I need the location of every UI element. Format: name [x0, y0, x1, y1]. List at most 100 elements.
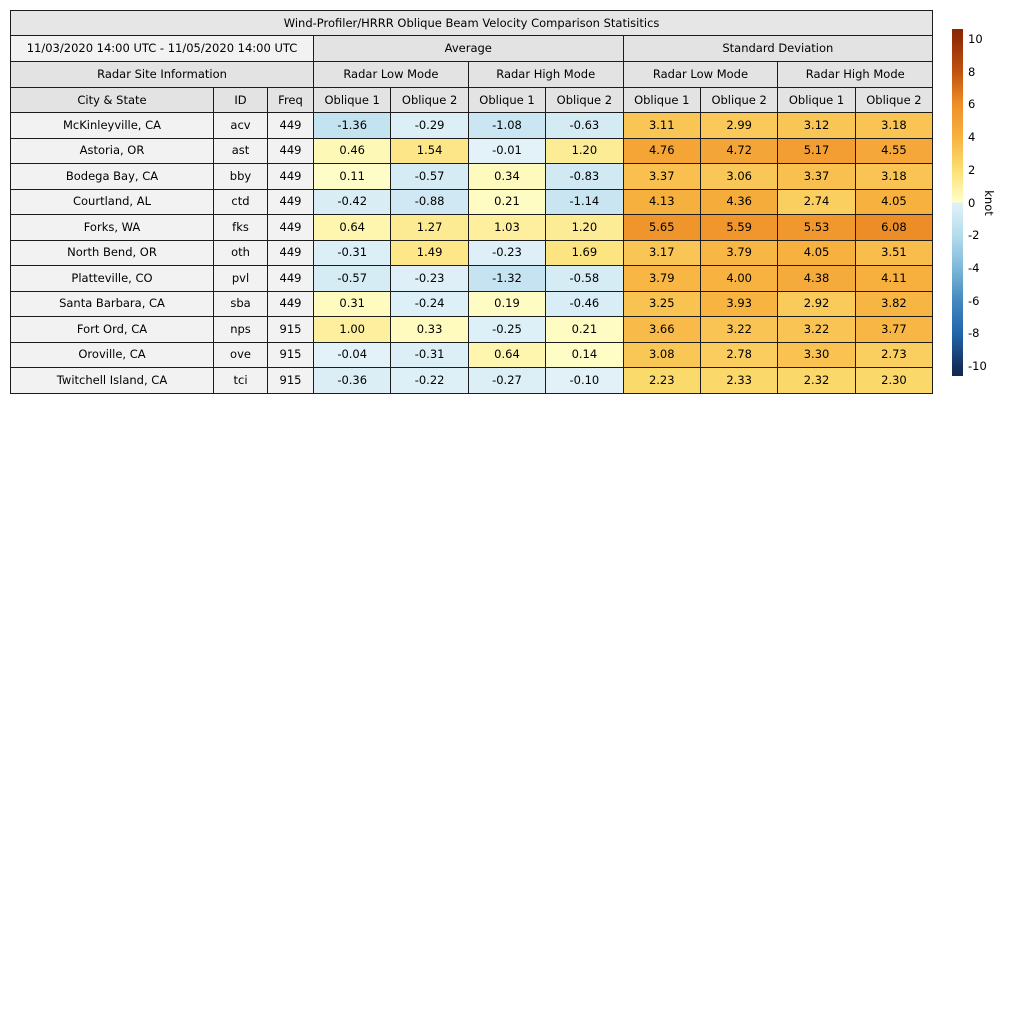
colorbar-unit-label: knot	[982, 189, 996, 216]
value-cell-std_low_oblique1: 3.08	[622, 341, 701, 368]
oblique1-column-header: Oblique 1	[622, 87, 701, 113]
value-cell-avg_low_oblique2: 0.33	[390, 316, 469, 343]
site-id-cell: pvl	[213, 265, 268, 292]
freq-cell: 449	[267, 112, 314, 139]
value-cell-std_high_oblique1: 4.38	[777, 265, 856, 292]
column-header-row: City & State ID Freq Oblique 1 Oblique 2…	[10, 87, 934, 113]
value-cell-std_low_oblique2: 4.72	[699, 137, 779, 164]
freq-cell: 449	[267, 188, 314, 215]
table-row: Astoria, OR ast 449 0.46 1.54 -0.01 1.20 4.76 4.…	[10, 137, 934, 164]
colorbar-tick-label: 0	[968, 195, 976, 210]
oblique2-column-header: Oblique 2	[854, 87, 934, 113]
value-cell-avg_low_oblique2: -0.57	[390, 163, 469, 190]
avg-high-mode-header: Radar High Mode	[467, 61, 624, 88]
value-cell-avg_low_oblique1: 0.46	[312, 137, 392, 164]
freq-cell: 449	[267, 163, 314, 190]
value-cell-avg_high_oblique2: -0.10	[545, 367, 624, 394]
value-cell-std_low_oblique1: 4.76	[622, 137, 701, 164]
value-cell-std_high_oblique1: 2.32	[777, 367, 856, 394]
value-cell-std_high_oblique2: 3.77	[854, 316, 934, 343]
value-cell-avg_high_oblique2: -0.63	[545, 112, 624, 139]
value-cell-avg_high_oblique1: 0.19	[467, 290, 547, 317]
city-cell: Fort Ord, CA	[10, 316, 214, 343]
oblique2-column-header: Oblique 2	[545, 87, 624, 113]
value-cell-avg_high_oblique2: -0.58	[545, 265, 624, 292]
colorbar-tick-label: 8	[968, 64, 976, 79]
value-cell-std_low_oblique1: 3.17	[622, 239, 701, 266]
value-cell-avg_low_oblique1: -0.04	[312, 341, 392, 368]
city-cell: Santa Barbara, CA	[10, 290, 214, 317]
value-cell-avg_low_oblique1: -0.36	[312, 367, 392, 394]
city-cell: McKinleyville, CA	[10, 112, 214, 139]
value-cell-std_high_oblique2: 3.18	[854, 112, 934, 139]
colorbar-ticks: 10 8 6 4 2 0 -2 -4 -6 -8 -10	[952, 29, 987, 376]
average-group-header: Average	[313, 35, 624, 62]
site-id-cell: fks	[213, 214, 268, 241]
value-cell-avg_high_oblique2: -1.14	[545, 188, 624, 215]
freq-cell: 449	[267, 137, 314, 164]
value-cell-avg_low_oblique2: 1.54	[390, 137, 469, 164]
value-cell-std_low_oblique1: 3.37	[622, 163, 701, 190]
value-cell-avg_high_oblique1: 1.03	[467, 214, 547, 241]
city-column-header: City & State	[10, 87, 214, 113]
value-cell-std_high_oblique1: 5.17	[777, 137, 856, 164]
freq-cell: 449	[267, 265, 314, 292]
value-cell-avg_high_oblique2: 0.14	[545, 341, 624, 368]
site-id-cell: oth	[213, 239, 268, 266]
value-cell-std_high_oblique1: 3.30	[777, 341, 856, 368]
stddev-group-header: Standard Deviation	[622, 35, 934, 62]
stats-table: Wind-Profiler/HRRR Oblique Beam Velocity…	[9, 10, 934, 394]
colorbar-tick-label: -8	[968, 326, 980, 341]
freq-cell: 915	[267, 316, 314, 343]
site-id-cell: bby	[213, 163, 268, 190]
value-cell-avg_high_oblique1: 0.64	[467, 341, 547, 368]
value-cell-std_low_oblique1: 3.11	[622, 112, 701, 139]
city-cell: Forks, WA	[10, 214, 214, 241]
city-cell: Astoria, OR	[10, 137, 214, 164]
table-row: Santa Barbara, CA sba 449 0.31 -0.24 0.19 -0.4…	[10, 290, 934, 317]
colorbar-tick-label: -6	[968, 293, 980, 308]
value-cell-avg_high_oblique2: -0.83	[545, 163, 624, 190]
colorbar-tick-label: 6	[968, 97, 976, 112]
value-cell-std_high_oblique1: 2.92	[777, 290, 856, 317]
value-cell-avg_high_oblique2: 0.21	[545, 316, 624, 343]
value-cell-avg_low_oblique2: -0.29	[390, 112, 469, 139]
value-cell-std_high_oblique2: 2.30	[854, 367, 934, 394]
city-cell: Courtland, AL	[10, 188, 214, 215]
value-cell-avg_low_oblique2: -0.88	[390, 188, 469, 215]
value-cell-std_low_oblique2: 3.06	[699, 163, 779, 190]
site-id-cell: ctd	[213, 188, 268, 215]
title-row: Wind-Profiler/HRRR Oblique Beam Velocity…	[9, 10, 934, 36]
oblique1-column-header: Oblique 1	[467, 87, 547, 113]
city-cell: North Bend, OR	[10, 239, 214, 266]
value-cell-std_low_oblique1: 3.79	[622, 265, 701, 292]
value-cell-avg_low_oblique1: -0.57	[312, 265, 392, 292]
value-cell-avg_low_oblique1: 1.00	[312, 316, 392, 343]
value-cell-avg_high_oblique1: -1.32	[467, 265, 547, 292]
colorbar-tick-label: -4	[968, 260, 980, 275]
table-row: Oroville, CA ove 915 -0.04 -0.31 0.64 0.14 3.08…	[10, 341, 934, 368]
oblique2-column-header: Oblique 2	[390, 87, 469, 113]
value-cell-std_high_oblique1: 2.74	[777, 188, 856, 215]
value-cell-std_low_oblique2: 2.33	[699, 367, 779, 394]
value-cell-avg_low_oblique1: 0.31	[312, 290, 392, 317]
city-cell: Oroville, CA	[10, 341, 214, 368]
value-cell-avg_low_oblique1: 0.64	[312, 214, 392, 241]
value-cell-std_high_oblique1: 4.05	[777, 239, 856, 266]
value-cell-std_low_oblique2: 4.36	[699, 188, 779, 215]
value-cell-std_high_oblique1: 3.12	[777, 112, 856, 139]
group-header-row: 11/03/2020 14:00 UTC - 11/05/2020 14:00 …	[10, 35, 934, 62]
avg-low-mode-header: Radar Low Mode	[313, 61, 469, 88]
value-cell-std_low_oblique2: 5.59	[699, 214, 779, 241]
freq-column-header: Freq	[267, 87, 314, 113]
value-cell-avg_low_oblique1: -1.36	[312, 112, 392, 139]
city-cell: Platteville, CO	[10, 265, 214, 292]
city-cell: Bodega Bay, CA	[10, 163, 214, 190]
value-cell-avg_high_oblique1: -0.01	[467, 137, 547, 164]
mode-header-row: Radar Site Information Radar Low Mode Ra…	[10, 61, 934, 88]
oblique2-column-header: Oblique 2	[699, 87, 779, 113]
value-cell-std_low_oblique1: 2.23	[622, 367, 701, 394]
colorbar-tick-label: 10	[968, 31, 983, 46]
value-cell-std_low_oblique2: 4.00	[699, 265, 779, 292]
